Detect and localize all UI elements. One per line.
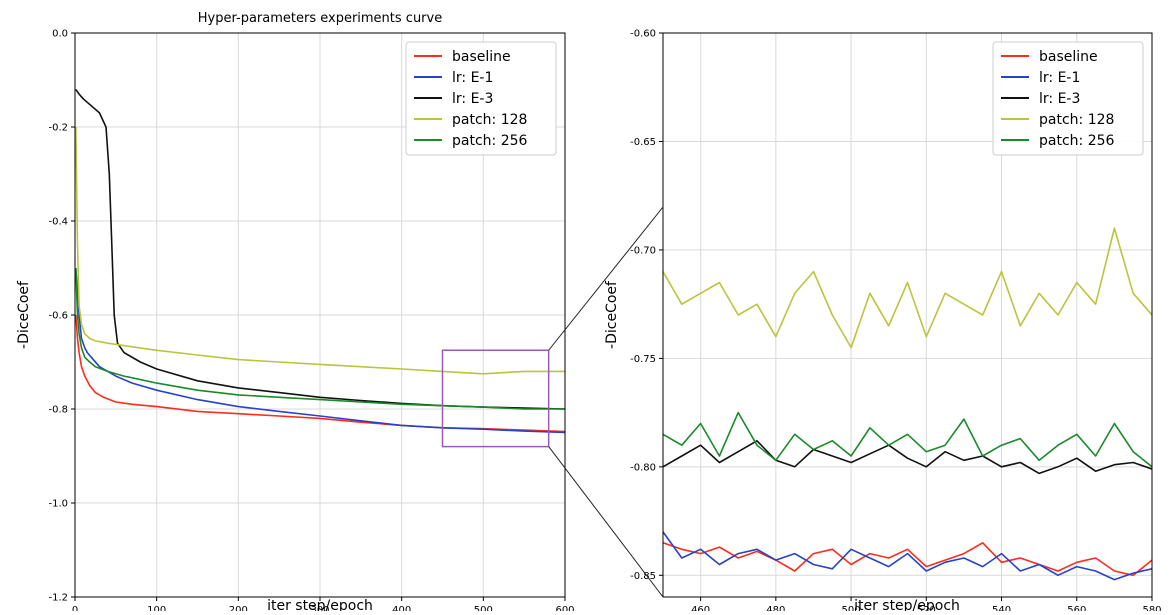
x-tick-label: 520 — [917, 605, 936, 611]
x-tick-label: 100 — [147, 605, 166, 611]
x-tick-label: 560 — [1067, 605, 1086, 611]
x-tick-label: 0 — [72, 605, 78, 611]
x-tick-label: 600 — [555, 605, 574, 611]
legend-entry: lr: E-1 — [452, 70, 493, 86]
series-lines-left — [75, 88, 566, 434]
series-line-patch-128 — [75, 126, 565, 375]
chart-title: Hyper-parameters experiments curve — [198, 11, 442, 26]
legend-entry: lr: E-3 — [1039, 91, 1080, 107]
y-tick-label: -1.2 — [48, 593, 68, 604]
legend-entry: patch: 128 — [452, 112, 527, 128]
legend-box — [405, 41, 557, 156]
y-axis-label-right: -DiceCoef — [604, 280, 620, 349]
series-line-lr-e-1 — [75, 267, 566, 434]
legend-entry: patch: 256 — [1039, 133, 1115, 149]
x-tick-label: 300 — [310, 605, 329, 611]
legend-left: baseline lr: E-1 lr: E-3 patch: 128 patch: 2… — [405, 41, 557, 156]
series-lines-right — [662, 227, 1153, 581]
right-chart: 460 480 500 520 540 560 580 -0.60-0.65-0.70-0.… — [604, 29, 1162, 615]
y-tick-label: -0.75 — [630, 354, 656, 365]
series-line-lr-e-3 — [662, 439, 1153, 475]
y-tick-label: -0.60 — [630, 29, 656, 40]
x-tick-label: 200 — [229, 605, 248, 611]
left-chart: Hyper-parameters experiments curve 0 100 2… — [16, 11, 575, 615]
x-tick-labels-left: 0 100 200 300 400 500 600 — [72, 597, 575, 615]
y-tick-label: -0.8 — [48, 405, 68, 416]
zoom-connectors — [548, 206, 664, 598]
y-tick-label: -0.4 — [48, 217, 68, 228]
y-tick-label: -0.70 — [630, 245, 656, 256]
legend-entry: patch: 128 — [1039, 112, 1114, 128]
series-line-patch-128 — [662, 227, 1153, 349]
series-line-patch-256 — [75, 267, 565, 410]
legend-box — [992, 41, 1144, 156]
x-tick-label: 500 — [842, 605, 861, 611]
x-tick-label: 500 — [474, 605, 493, 611]
zoom-connector-bottom — [548, 446, 664, 598]
x-tick-label: 400 — [392, 605, 411, 611]
x-tick-label: 540 — [992, 605, 1011, 611]
x-axis-label-right: iter step/epoch — [854, 598, 960, 611]
series-line-lr-e-1 — [662, 531, 1153, 581]
series-line-baseline — [662, 541, 1153, 577]
legend-entry: baseline — [1039, 49, 1098, 65]
legend-entry: lr: E-1 — [1039, 70, 1080, 86]
y-tick-labels-right: -0.60 -0.65 -0.70 -0.75 -0.80 -0.85 — [630, 29, 663, 582]
x-tick-labels-right: 460 480 500 520 540 560 580 — [691, 597, 1162, 615]
y-tick-label: -0.6 — [48, 311, 68, 322]
y-tick-label: 0.0 — [52, 29, 68, 40]
y-tick-label: -0.80 — [630, 462, 656, 473]
axes-frame-right — [662, 32, 1153, 598]
x-tick-label: 460 — [691, 605, 710, 611]
legend-right: baseline lr: E-1 lr: E-3 patch: 128 patch: 2… — [992, 41, 1144, 156]
y-axis-label-left: -DiceCoef — [16, 280, 32, 349]
legend-entry: baseline — [452, 49, 511, 65]
x-tick-label: 480 — [766, 605, 785, 611]
zoom-connector-top — [548, 206, 664, 351]
legend-entry: lr: E-3 — [452, 91, 493, 107]
y-tick-label: -0.85 — [630, 571, 656, 582]
y-tick-label: -0.65 — [630, 137, 656, 148]
y-tick-label: -0.2 — [48, 123, 68, 134]
legend-entry: patch: 256 — [452, 133, 528, 149]
x-axis-label-left: iter step/epoch — [267, 598, 373, 611]
x-tick-label: 580 — [1142, 605, 1161, 611]
y-tick-labels-left: 0.0 -0.2 -0.4 -0.6 -0.8 -1.0 -1.2 — [48, 29, 75, 604]
series-line-patch-256 — [662, 411, 1153, 468]
y-tick-label: -1.0 — [48, 499, 68, 510]
zoom-box — [441, 349, 550, 448]
